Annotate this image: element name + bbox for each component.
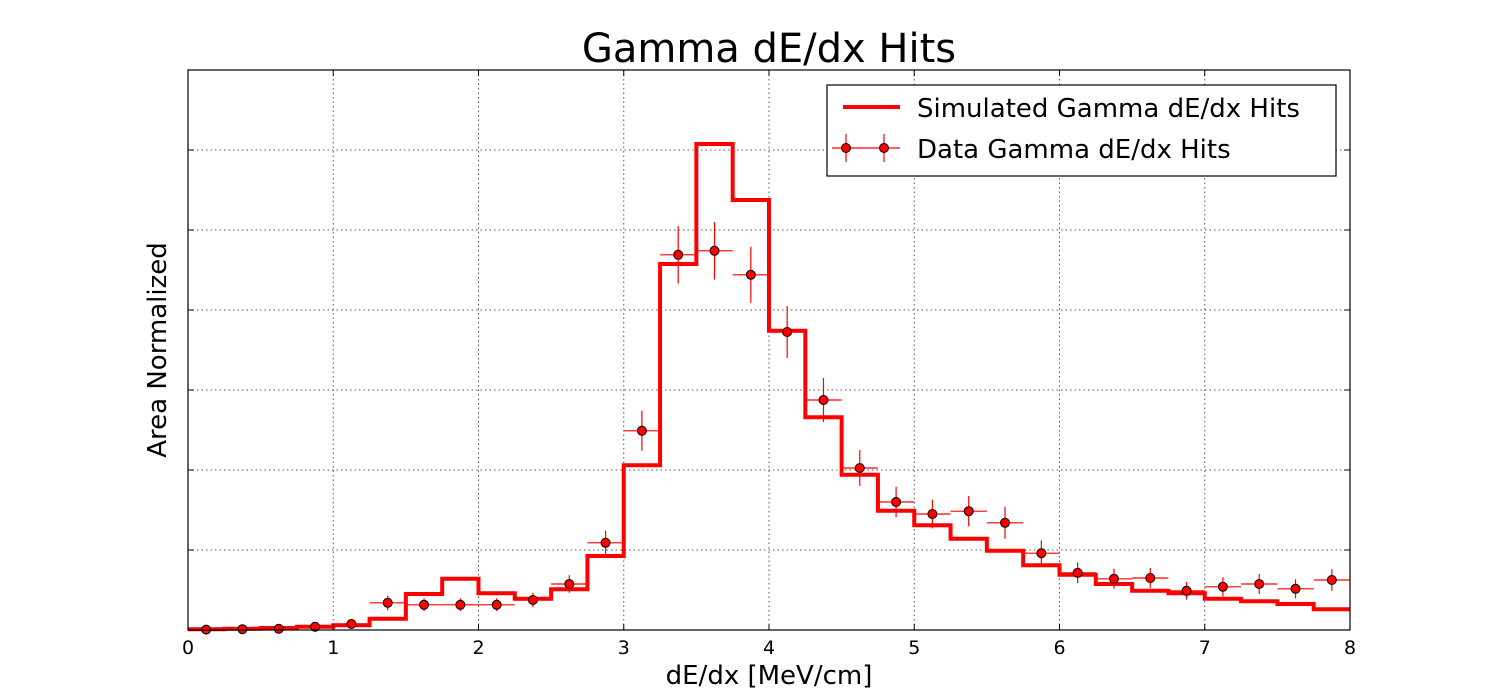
data-marker xyxy=(1108,573,1119,584)
data-marker xyxy=(419,599,430,610)
data-marker xyxy=(600,537,611,548)
data-point xyxy=(1204,577,1242,597)
data-marker xyxy=(273,623,284,634)
data-point xyxy=(1059,562,1096,584)
data-marker xyxy=(455,599,466,610)
data-point xyxy=(514,592,552,608)
data-point xyxy=(369,595,406,610)
data-point xyxy=(696,222,733,280)
data-point xyxy=(1095,568,1133,589)
legend: Simulated Gamma dE/dx Hits Data Gamma dE… xyxy=(826,84,1337,177)
legend-data-dot xyxy=(841,143,851,153)
data-point xyxy=(1132,568,1169,588)
data-point xyxy=(587,530,624,555)
x-tick-label: 8 xyxy=(1344,637,1356,659)
data-point xyxy=(1241,574,1278,594)
data-point xyxy=(478,598,515,612)
data-point xyxy=(1168,582,1205,600)
data-point xyxy=(1313,569,1350,591)
data-series xyxy=(188,222,1350,635)
data-point xyxy=(986,506,1024,539)
data-point xyxy=(660,226,697,284)
data-marker xyxy=(1254,579,1265,589)
data-point xyxy=(769,306,806,358)
x-tick-label: 3 xyxy=(618,637,630,659)
x-tick-labels: 0 1 2 3 4 5 6 7 8 xyxy=(182,637,1356,659)
data-marker xyxy=(346,619,357,629)
data-marker xyxy=(527,595,538,605)
data-marker xyxy=(1000,517,1011,528)
data-marker xyxy=(636,425,647,436)
y-axis-label: Area Normalized xyxy=(143,242,173,458)
data-point xyxy=(260,623,297,634)
legend-data-label: Data Gamma dE/dx Hits xyxy=(917,135,1231,165)
data-marker xyxy=(491,599,502,610)
data-marker xyxy=(1290,583,1301,594)
x-tick-label: 2 xyxy=(472,637,484,659)
data-marker xyxy=(1072,567,1083,578)
simulated-series xyxy=(188,142,1350,632)
data-point xyxy=(1277,579,1314,599)
data-marker xyxy=(709,245,720,256)
data-marker xyxy=(1326,575,1337,585)
x-tick-label: 7 xyxy=(1199,637,1211,659)
x-tick-label: 5 xyxy=(908,637,920,659)
data-marker xyxy=(310,621,321,632)
x-tick-label: 4 xyxy=(763,637,775,659)
axis-ticks xyxy=(187,69,1351,631)
data-point xyxy=(841,450,878,486)
data-marker xyxy=(818,395,829,405)
data-marker xyxy=(237,624,248,635)
legend-data-dot xyxy=(879,143,889,153)
legend-simulated-label: Simulated Gamma dE/dx Hits xyxy=(917,94,1300,124)
data-point xyxy=(405,598,443,612)
data-marker xyxy=(1217,581,1228,592)
data-point xyxy=(623,410,661,451)
chart-title: Gamma dE/dx Hits xyxy=(582,26,956,72)
data-point xyxy=(950,496,987,527)
data-point xyxy=(442,598,479,612)
legend-data-marker xyxy=(832,134,900,162)
data-marker xyxy=(1145,573,1156,583)
data-marker xyxy=(1036,548,1047,559)
data-marker xyxy=(382,597,393,608)
x-tick-label: 1 xyxy=(327,637,339,659)
data-point xyxy=(296,621,334,632)
data-point xyxy=(1023,540,1060,566)
data-marker xyxy=(782,327,793,337)
data-marker xyxy=(673,249,684,260)
x-tick-label: 6 xyxy=(1053,637,1065,659)
data-marker xyxy=(564,579,575,589)
data-point xyxy=(914,499,951,529)
x-axis-label: dE/dx [MeV/cm] xyxy=(666,661,873,691)
simulated-step-line xyxy=(188,142,1350,632)
data-point xyxy=(877,486,915,518)
data-marker xyxy=(963,506,974,517)
data-marker xyxy=(927,509,938,519)
data-marker xyxy=(891,497,902,507)
x-tick-label: 0 xyxy=(182,637,194,659)
data-marker xyxy=(745,269,756,280)
data-point xyxy=(551,575,588,593)
data-point xyxy=(333,619,370,629)
data-point xyxy=(805,378,842,422)
legend-box xyxy=(826,84,1337,177)
data-point xyxy=(224,624,261,635)
data-marker xyxy=(854,463,865,473)
data-marker xyxy=(1181,585,1192,596)
grid xyxy=(188,70,1350,630)
data-point xyxy=(732,246,769,303)
